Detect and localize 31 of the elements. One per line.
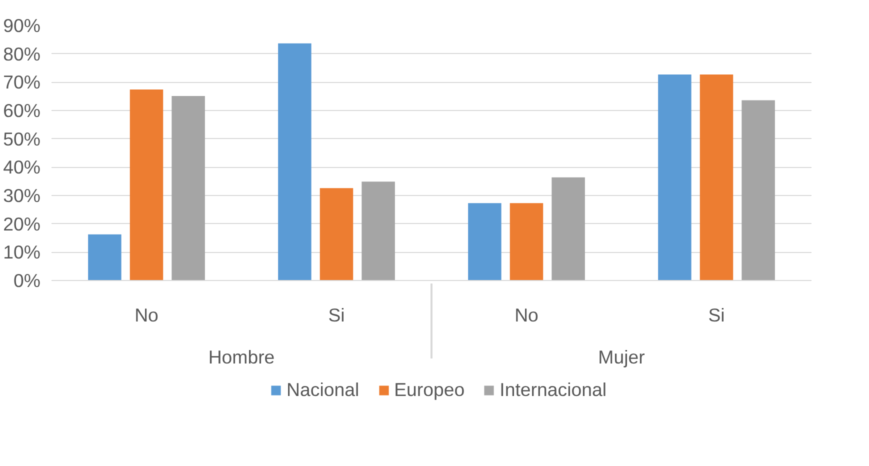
legend-label: Nacional [286, 379, 360, 401]
text: Hombre [208, 346, 275, 368]
x-tick-label: No [134, 304, 158, 326]
bar [510, 203, 544, 280]
bar [658, 74, 692, 280]
y-tick-label: 30% [3, 185, 41, 206]
y-tick-label: 50% [3, 128, 41, 150]
y-tick-label: 80% [3, 43, 41, 64]
y-tick-label: 10% [3, 242, 41, 263]
bar [88, 234, 122, 280]
text: Mujer [598, 346, 645, 368]
bar [320, 188, 354, 280]
legend-label: Europeo [394, 379, 465, 401]
bar [278, 43, 312, 280]
bar [700, 74, 734, 280]
bar [468, 203, 502, 280]
bar [362, 182, 395, 280]
y-tick-label: 90% [3, 15, 41, 36]
y-tick-label: 70% [3, 72, 41, 93]
x-tick-label: Si [708, 304, 725, 326]
y-tick-label: 60% [3, 100, 41, 121]
bar [552, 177, 585, 280]
y-tick-label: 40% [3, 156, 41, 178]
y-tick-label: 0% [14, 270, 41, 291]
bar [172, 96, 205, 280]
legend-label: Internacional [500, 379, 606, 401]
x-tick-label: No [514, 304, 538, 326]
bar [130, 90, 164, 280]
x-tick-label: Si [328, 304, 345, 326]
bar [742, 100, 775, 280]
y-tick-label: 20% [3, 213, 41, 234]
